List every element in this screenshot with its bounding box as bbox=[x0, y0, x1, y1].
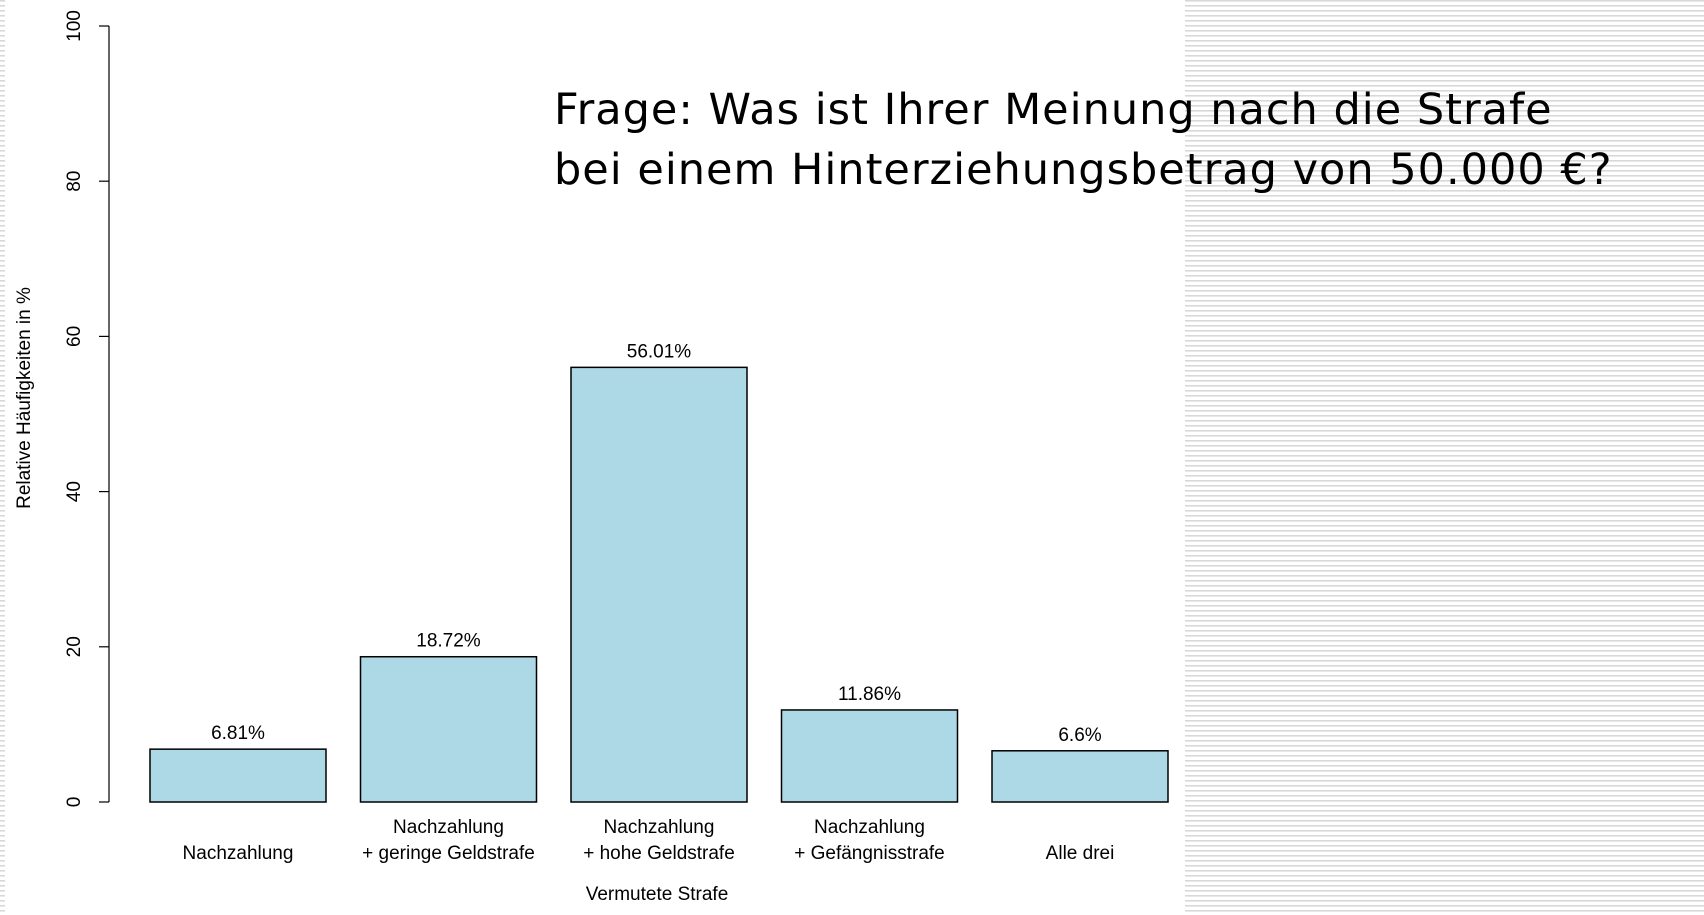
annotation: Frage: Was ist Ihrer Meinung nach die St… bbox=[554, 85, 1553, 135]
y-tick-label: 80 bbox=[64, 171, 85, 192]
value-label: 6.6% bbox=[1058, 725, 1101, 746]
value-label: 6.81% bbox=[211, 723, 265, 744]
annotation: bei einem Hinterziehungsbetrag von 50.00… bbox=[554, 145, 1613, 195]
x-tick-label: Nachzahlung + Gefängnisstrafe bbox=[794, 817, 945, 864]
background-stripes bbox=[1185, 0, 1704, 915]
y-tick-label: 100 bbox=[64, 10, 85, 42]
bar bbox=[570, 366, 748, 803]
y-axis-label: Relative Häufigkeiten in % bbox=[14, 287, 35, 509]
y-tick-label: 20 bbox=[64, 636, 85, 657]
bar bbox=[991, 750, 1169, 803]
x-axis-label: Vermutete Strafe bbox=[586, 884, 729, 905]
x-tick-label: Nachzahlung bbox=[183, 843, 294, 864]
bar bbox=[780, 709, 959, 803]
x-tick-label: Nachzahlung + geringe Geldstrafe bbox=[362, 817, 535, 864]
y-tick-label: 40 bbox=[64, 481, 85, 502]
value-label: 11.86% bbox=[838, 684, 901, 705]
y-tick-label: 0 bbox=[64, 797, 85, 808]
x-tick-label: Alle drei bbox=[1046, 843, 1115, 864]
x-tick-label: Nachzahlung + hohe Geldstrafe bbox=[583, 817, 735, 864]
bar bbox=[359, 655, 538, 803]
bar bbox=[149, 748, 327, 803]
background-stripes-left bbox=[0, 0, 5, 915]
value-label: 18.72% bbox=[416, 631, 481, 652]
y-tick-label: 60 bbox=[64, 326, 85, 347]
value-label: 56.01% bbox=[627, 341, 692, 362]
